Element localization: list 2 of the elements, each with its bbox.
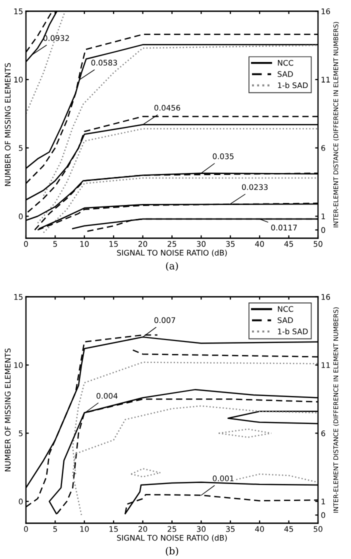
text: (b) [166,546,178,556]
text: (a) [166,262,178,271]
